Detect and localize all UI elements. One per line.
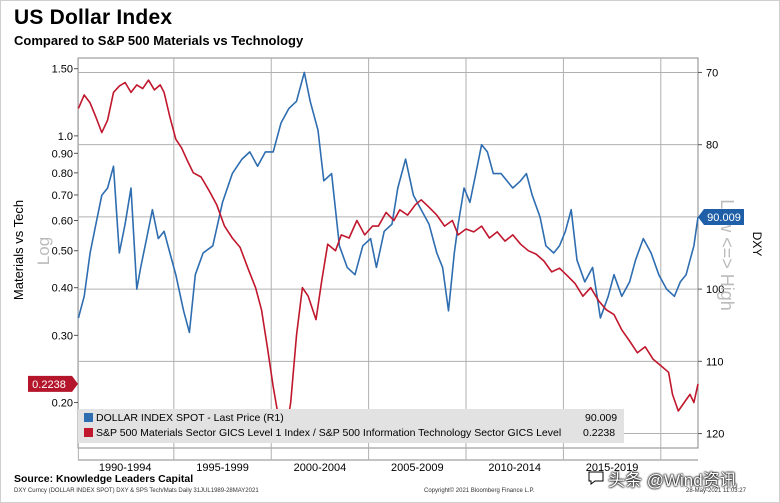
series-line-dxy [77,71,699,334]
right-tick-label: 110 [706,356,724,368]
left-axis-scale-note: Log [34,237,53,265]
x-axis-ticks: 1990-1994 1995-1999 2000-2004 2005-2009 2010… [99,462,639,474]
legend-swatch-dxy [84,413,93,422]
left-tick-label: 0.90 [52,148,73,160]
x-tick-label: 2000-2004 [294,462,347,474]
left-tick-label: 1.0 [58,131,73,143]
legend-item-dxy: DOLLAR INDEX SPOT - Last Price (R1) [84,412,284,424]
watermark: 头条 @Wind资讯 [608,471,737,490]
left-tick-label: 1.50 [52,64,73,76]
right-tick-label: 80 [706,140,718,152]
right-tick-label: 70 [706,67,718,79]
grid-lines [77,57,699,461]
watermark-bubble-icon [588,471,604,485]
left-axis-ticks: 0.20 0.30 0.40 0.50 0.60 0.70 0.80 0.90 1.0 1.50 [52,64,78,410]
right-tick-label: 100 [706,284,724,296]
meta-left: DXY Curncy (DOLLAR INDEX SPOT) DXY & SPS… [14,488,259,494]
legend-label-dxy: DOLLAR INDEX SPOT - Last Price (R1) [96,412,284,424]
x-tick-label: 2015-2019 [586,462,639,474]
x-tick-label: 1990-1994 [99,462,152,474]
meta-timestamp: 28-May-2021 11:03:27 [686,488,746,494]
right-tick-label: 120 [706,429,724,441]
ratio-last-value-label: 0.2238 [32,379,66,391]
left-tick-label: 0.70 [52,190,73,202]
left-tick-label: 0.50 [52,246,73,258]
legend-label-ratio: S&P 500 Materials Sector GICS Level 1 In… [96,427,562,439]
dxy-last-value-label: 90.009 [707,212,741,224]
chart-subtitle: Compared to S&P 500 Materials vs Technol… [14,33,304,48]
series-line-materials-tech [77,79,699,441]
series-layer [77,71,699,441]
chart-title: US Dollar Index [14,6,173,29]
left-tick-label: 0.80 [52,168,73,180]
left-tick-label: 0.40 [52,283,73,295]
legend-item-ratio: S&P 500 Materials Sector GICS Level 1 In… [84,427,561,439]
left-tick-label: 0.20 [52,398,73,410]
ratio-last-value-tag [28,375,78,392]
legend-swatch-ratio [84,428,93,437]
x-tick-label: 1995-1999 [196,462,249,474]
legend: DOLLAR INDEX SPOT - Last Price (R1) 90.0… [78,409,624,443]
dxy-last-value-tag [698,208,744,225]
left-axis-title: Materials vs Tech [11,200,26,300]
left-tick-label: 0.30 [52,330,73,342]
x-tick-label: 2010-2014 [488,462,541,474]
axis-titles: Materials vs Tech Log Low <=> High DXY [11,199,764,311]
left-tick-label: 0.60 [52,216,73,228]
x-tick-label: 2005-2009 [391,462,444,474]
legend-value-ratio: 0.2238 [583,427,616,439]
plot-area [77,57,699,449]
source-note: Source: Knowledge Leaders Capital [14,473,194,485]
right-axis-annotation: Low <=> High [717,199,737,311]
right-axis-title: DXY [750,232,764,257]
meta-copyright: Copyright© 2021 Bloomberg Finance L.P. [424,488,535,494]
last-value-tags: 90.009 0.2238 [28,208,744,392]
legend-value-dxy: 90.009 [585,412,618,424]
